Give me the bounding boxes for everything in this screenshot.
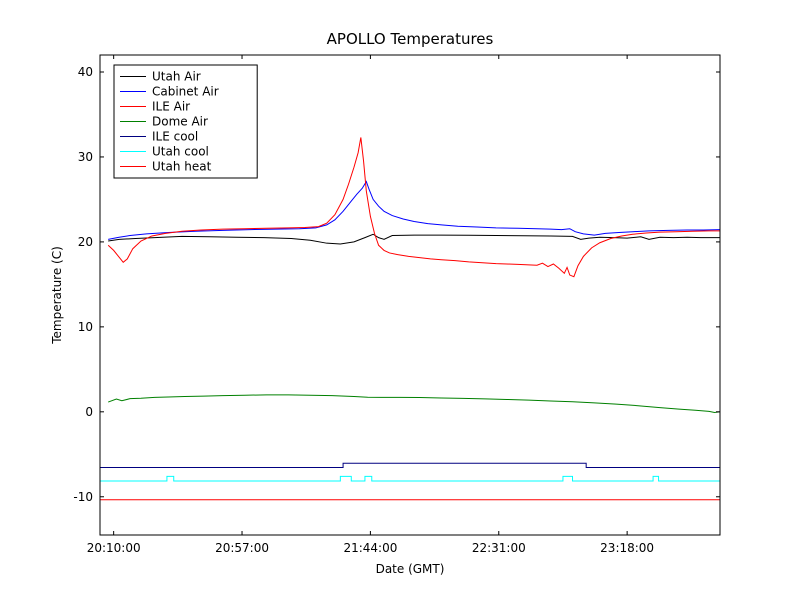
legend-label: ILE Air xyxy=(152,100,190,114)
series-line-ile-cool xyxy=(100,462,720,468)
legend-label: Utah heat xyxy=(152,160,212,174)
legend-label: Cabinet Air xyxy=(152,85,219,99)
x-tick-label: 23:18:00 xyxy=(600,541,654,555)
x-axis-label: Date (GMT) xyxy=(375,562,445,576)
series-line-utah-cool xyxy=(100,475,720,482)
y-tick-label: 20 xyxy=(78,235,93,249)
series-line-dome-air xyxy=(108,394,721,413)
legend-label: ILE cool xyxy=(152,130,198,144)
axes-frame xyxy=(99,54,721,536)
y-tick-label: 30 xyxy=(78,150,93,164)
y-tick-label: 40 xyxy=(78,65,93,79)
series-line-cabinet-air xyxy=(108,180,721,240)
x-tick-label: 22:31:00 xyxy=(472,541,526,555)
legend-label: Utah cool xyxy=(152,145,209,159)
x-tick-label: 20:10:00 xyxy=(87,541,141,555)
y-tick-label: 10 xyxy=(78,320,93,334)
y-tick-label: 0 xyxy=(85,405,93,419)
chart-title: APOLLO Temperatures xyxy=(326,30,494,48)
legend-label: Dome Air xyxy=(152,115,208,129)
y-axis-label: Temperature (C) xyxy=(50,246,64,344)
legend-label: Utah Air xyxy=(152,70,201,84)
series-line-utah-air xyxy=(108,233,720,245)
series-line-ile-air xyxy=(107,137,720,278)
x-tick-label: 21:44:00 xyxy=(343,541,397,555)
x-tick-label: 20:57:00 xyxy=(215,541,269,555)
y-tick-label: -10 xyxy=(73,490,93,504)
